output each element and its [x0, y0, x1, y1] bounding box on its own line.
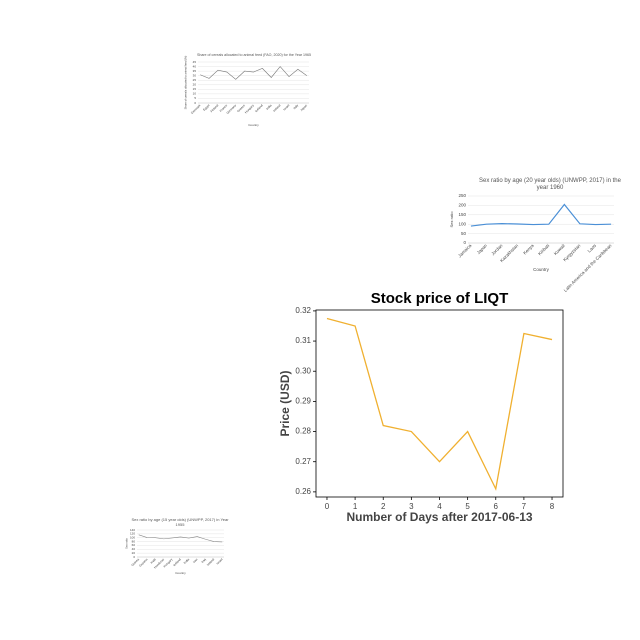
x-tick-label: 4 [437, 502, 442, 511]
x-axis-label: Country [248, 123, 259, 127]
x-tick-label: Haiti [150, 557, 157, 564]
chart-title: Sex ratio by age (15 year olds) (UNWPP, … [131, 517, 229, 527]
x-axis-label: Country [533, 267, 550, 272]
x-tick-label: India [183, 557, 191, 565]
x-tick-label: France [219, 103, 229, 113]
y-tick-label: 20 [193, 83, 197, 87]
y-axis-label: Price (USD) [278, 370, 292, 436]
x-tick-label: Kiribati [537, 243, 550, 256]
y-tick-label: 0 [133, 555, 135, 559]
y-tick-label: 0 [463, 240, 466, 245]
x-tick-label: Guinea [130, 557, 140, 567]
line-series [470, 203, 612, 227]
y-tick-label: 50 [461, 231, 467, 236]
x-tick-label: 2 [381, 502, 386, 511]
y-tick-label: 100 [458, 221, 466, 226]
line-series [326, 317, 553, 491]
x-tick-label: Germany [225, 103, 237, 115]
y-tick-label: 0.27 [295, 457, 311, 466]
x-tick-label: Kuwait [553, 242, 567, 256]
y-tick-label: 0.31 [295, 336, 311, 345]
y-tick-label: 200 [458, 203, 466, 208]
y-tick-label: 0.29 [295, 396, 311, 405]
y-tick-label: 35 [193, 69, 197, 73]
y-tick-label: 25 [193, 78, 197, 82]
chart-title: Share of cereals allocated to animal fee… [196, 53, 312, 57]
y-tick-label: 15 [193, 87, 197, 91]
x-tick-label: Japan [476, 243, 489, 256]
plot-frame [315, 309, 564, 498]
y-tick-label: 0.28 [295, 427, 311, 436]
chart-title: Sex ratio by age (20 year olds) (UNWPP, … [479, 178, 621, 192]
x-axis-label: Country [175, 571, 186, 575]
x-tick-label: 6 [494, 502, 499, 511]
y-tick-label: 0 [194, 101, 196, 105]
x-tick-label: Kenya [522, 243, 535, 256]
x-tick-label: Israel [282, 103, 290, 111]
x-tick-label: 5 [465, 502, 470, 511]
x-tick-label: Laos [587, 242, 598, 253]
x-tick-label: Iceland [254, 103, 264, 113]
x-tick-label: Israel [216, 557, 224, 565]
x-tick-label: Italy [292, 103, 299, 110]
y-tick-label: 40 [193, 64, 197, 68]
x-tick-label: Hungary [244, 103, 255, 114]
line-series [138, 534, 223, 543]
x-tick-label: Denmark [190, 103, 202, 115]
chart-title: Stock price of LIQT [370, 290, 509, 307]
x-tick-label: 3 [409, 502, 414, 511]
y-tick-label: 100 [130, 536, 135, 540]
y-tick-label: 140 [130, 528, 135, 532]
y-tick-label: 0.26 [295, 487, 311, 496]
y-tick-label: 250 [458, 193, 466, 198]
x-tick-label: Iceland [172, 557, 182, 567]
x-tick-label: Egypt [202, 103, 210, 111]
y-axis-label: Sex ratio [449, 211, 454, 228]
y-tick-label: 0.30 [295, 366, 311, 375]
x-tick-label: Ireland [206, 557, 216, 567]
x-tick-label: 0 [325, 502, 330, 511]
y-tick-label: 40 [132, 547, 136, 551]
x-tick-label: Jordan [490, 243, 504, 257]
x-tick-label: Iraq [200, 557, 207, 564]
x-tick-label: Ireland [272, 103, 282, 113]
x-tick-label: Iran [192, 557, 199, 564]
x-axis-label: Number of Days after 2017-06-13 [346, 510, 532, 524]
y-tick-label: 45 [193, 60, 197, 64]
line-series [200, 66, 307, 80]
y-tick-label: 80 [132, 539, 136, 543]
y-tick-label: 120 [130, 532, 135, 536]
x-tick-label: Guyana [138, 557, 148, 567]
y-tick-label: 0.32 [295, 306, 311, 315]
y-axis-label: Sex ratio [125, 538, 129, 549]
x-tick-label: Greece [236, 103, 246, 113]
x-tick-label: 1 [353, 502, 358, 511]
x-tick-label: India [265, 103, 273, 111]
y-tick-label: 5 [194, 96, 196, 100]
x-tick-label: 7 [522, 502, 527, 511]
y-tick-label: 60 [132, 543, 136, 547]
y-tick-label: 20 [132, 551, 136, 555]
y-axis-label: Share of cereals allocated to animal fee… [184, 56, 188, 110]
x-tick-label: Hungary [163, 557, 174, 568]
x-tick-label: Finland [209, 103, 219, 113]
x-tick-label: Japan [299, 103, 308, 112]
x-tick-label: Kyrgyzstan [562, 243, 582, 263]
y-tick-label: 30 [193, 73, 197, 77]
x-tick-label: 8 [550, 502, 555, 511]
y-tick-label: 10 [193, 92, 197, 96]
y-tick-label: 150 [458, 212, 466, 217]
